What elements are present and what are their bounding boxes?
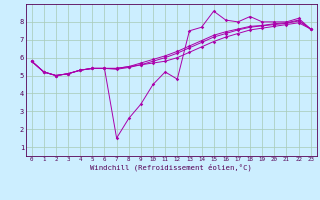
X-axis label: Windchill (Refroidissement éolien,°C): Windchill (Refroidissement éolien,°C) bbox=[90, 164, 252, 171]
